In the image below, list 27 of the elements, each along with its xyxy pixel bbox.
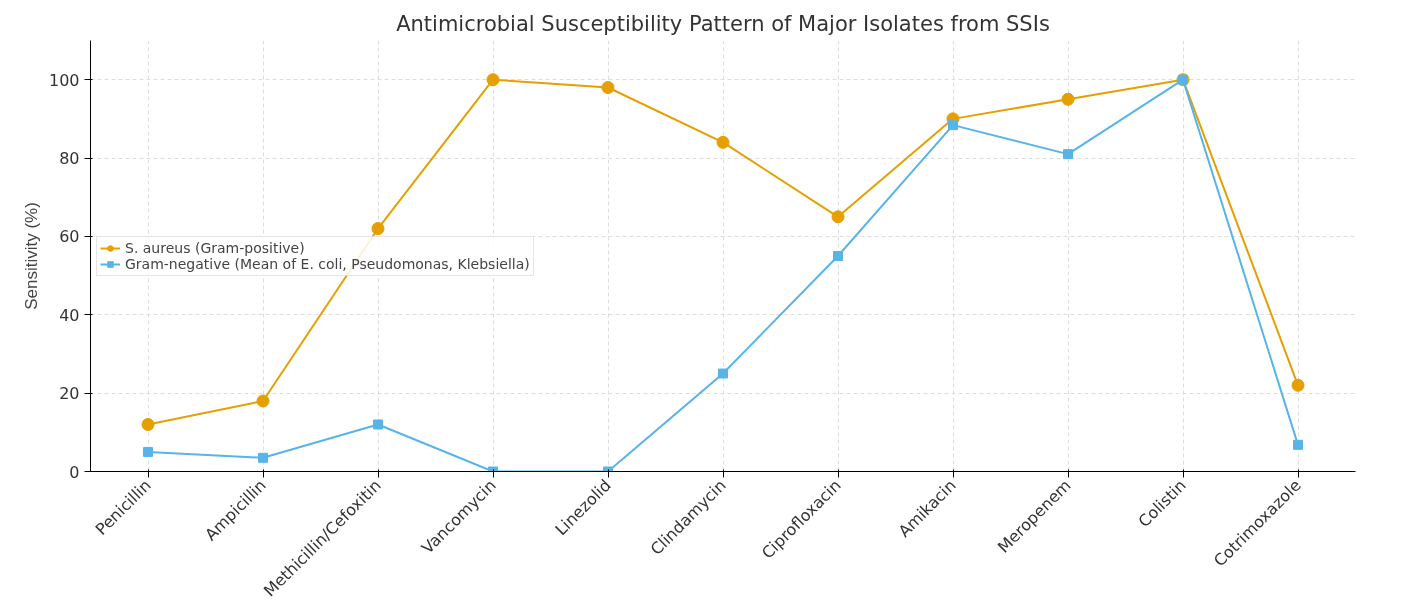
point [716, 135, 730, 149]
point [373, 419, 383, 430]
legend-label: S. aureus (Gram-positive) [125, 239, 305, 256]
point [831, 210, 845, 224]
y-tick-label: 0 [69, 462, 80, 482]
point [141, 417, 155, 431]
point [486, 73, 500, 87]
point [1291, 378, 1305, 392]
y-tick-label: 80 [59, 149, 80, 169]
y-tick-label: 40 [59, 305, 80, 325]
y-tick-label: 100 [48, 70, 80, 90]
point [948, 120, 958, 131]
point [256, 394, 270, 408]
point [833, 251, 843, 261]
point [718, 368, 728, 379]
y-tick-label: 60 [59, 227, 80, 247]
chart-title: Antimicrobial Susceptibility Pattern of Major Isolates from SSIs [396, 11, 1050, 36]
point [143, 446, 153, 457]
y-tick-label: 20 [59, 384, 80, 404]
y-axis-title: Sensitivity (%) [21, 202, 41, 310]
point [258, 452, 268, 463]
legend-label: Gram-negative (Mean of E. coli, Pseudomonas, Klebsiella) [125, 255, 530, 272]
point [1293, 439, 1303, 450]
point [601, 81, 615, 95]
point [1061, 92, 1075, 106]
point [371, 222, 385, 236]
point [1063, 149, 1073, 160]
